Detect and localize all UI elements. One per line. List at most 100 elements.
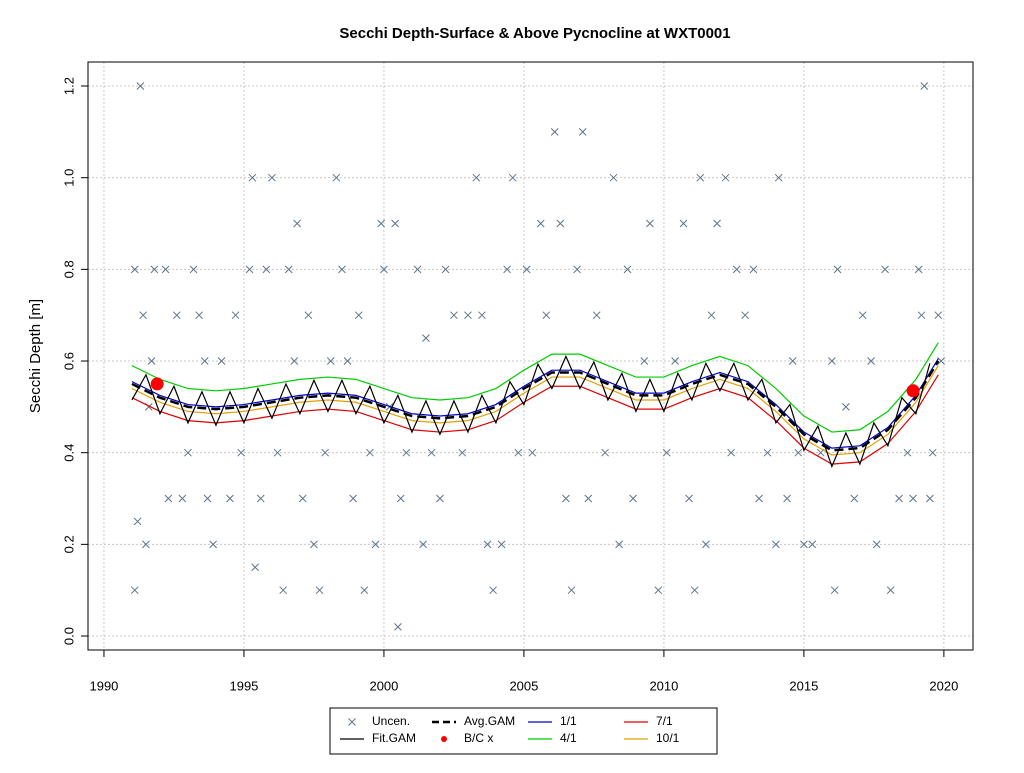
marker-x — [248, 173, 257, 182]
marker-x — [366, 448, 374, 457]
legend-symbol — [441, 736, 447, 742]
plot-frame — [87, 61, 974, 651]
marker-x — [934, 311, 943, 320]
marker-x — [279, 586, 287, 595]
marker-x — [707, 311, 716, 320]
legend-label: Uncen. — [372, 714, 410, 728]
marker-x — [371, 540, 380, 549]
marker-x — [419, 540, 427, 549]
marker-x — [842, 402, 850, 411]
marker-x — [867, 357, 875, 365]
point-series — [150, 377, 920, 398]
marker-x — [671, 357, 679, 365]
marker-x — [256, 494, 265, 503]
marker-x — [237, 448, 245, 457]
marker-x — [497, 540, 506, 549]
legend-label: 4/1 — [560, 731, 577, 745]
marker-x — [136, 82, 145, 90]
marker-x — [573, 265, 581, 274]
marker-x — [886, 586, 895, 595]
series-line — [131, 358, 939, 449]
marker-x — [251, 563, 259, 572]
marker-x — [172, 311, 181, 320]
marker-x — [203, 494, 212, 503]
marker-x — [640, 357, 649, 365]
marker-x — [472, 173, 481, 182]
marker-x — [332, 173, 341, 182]
marker-x — [615, 540, 623, 549]
series-line — [131, 354, 931, 469]
marker-x — [458, 448, 467, 457]
marker-x — [646, 219, 654, 228]
marker-x — [662, 448, 671, 457]
marker-x — [609, 173, 618, 182]
marker-x — [139, 311, 148, 320]
marker-x — [727, 448, 735, 457]
marker-x — [794, 448, 803, 457]
marker-x — [592, 311, 601, 320]
y-tick-label: 0.0 — [61, 627, 76, 645]
marker-x — [685, 494, 693, 503]
marker-x — [164, 494, 173, 503]
marker-x — [528, 448, 537, 457]
marker-x — [391, 219, 399, 228]
y-tick-label: 1.2 — [61, 77, 76, 95]
marker-x — [858, 311, 867, 320]
marker-x — [690, 586, 699, 595]
marker-x — [304, 311, 313, 320]
marker-x — [245, 265, 254, 274]
marker-x — [696, 173, 705, 182]
marker-x — [231, 311, 240, 320]
marker-x — [895, 494, 903, 503]
marker-x — [441, 265, 450, 274]
series-line — [131, 342, 939, 433]
marker-x — [928, 448, 937, 457]
marker-x — [881, 265, 889, 274]
series-line — [131, 374, 939, 465]
x-tick-label: 1995 — [229, 678, 258, 693]
marker-x — [914, 265, 923, 274]
marker-x — [741, 311, 749, 320]
marker-x — [483, 540, 492, 549]
y-tick-label: 0.6 — [61, 352, 76, 370]
x-tick-label: 2015 — [789, 678, 818, 693]
marker-x — [427, 448, 436, 457]
marker-x — [413, 265, 422, 274]
legend-label: 7/1 — [656, 714, 673, 728]
marker-x — [800, 540, 808, 549]
marker-x — [584, 494, 593, 503]
marker-x — [377, 219, 385, 228]
marker-x — [489, 586, 497, 595]
marker-x — [828, 357, 836, 365]
marker-x — [150, 265, 159, 274]
marker-x — [209, 540, 218, 549]
marker-x — [354, 311, 363, 320]
legend-label: Fit.GAM — [372, 731, 416, 745]
y-tick-label: 1.0 — [61, 169, 76, 187]
marker-x — [290, 357, 299, 365]
marker-x — [293, 219, 301, 228]
series-line — [131, 360, 940, 452]
marker-x — [909, 494, 917, 503]
marker-x — [178, 494, 187, 503]
legend-label: 1/1 — [560, 714, 577, 728]
marker-x — [937, 357, 945, 365]
marker-x — [315, 586, 324, 595]
marker-x — [788, 357, 797, 365]
marker-x — [772, 540, 780, 549]
marker-x — [396, 494, 405, 503]
marker-x — [184, 448, 192, 457]
legend-label: B/C x — [464, 731, 493, 745]
marker-x — [542, 311, 551, 320]
marker-x — [903, 448, 912, 457]
marker-x — [917, 311, 926, 320]
marker-x — [268, 173, 276, 182]
marker-dot — [150, 377, 164, 391]
marker-x — [402, 448, 411, 457]
marker-x — [321, 448, 329, 457]
point-series — [130, 82, 945, 631]
marker-dot — [906, 384, 920, 398]
marker-x — [522, 265, 531, 274]
marker-x — [830, 586, 839, 595]
